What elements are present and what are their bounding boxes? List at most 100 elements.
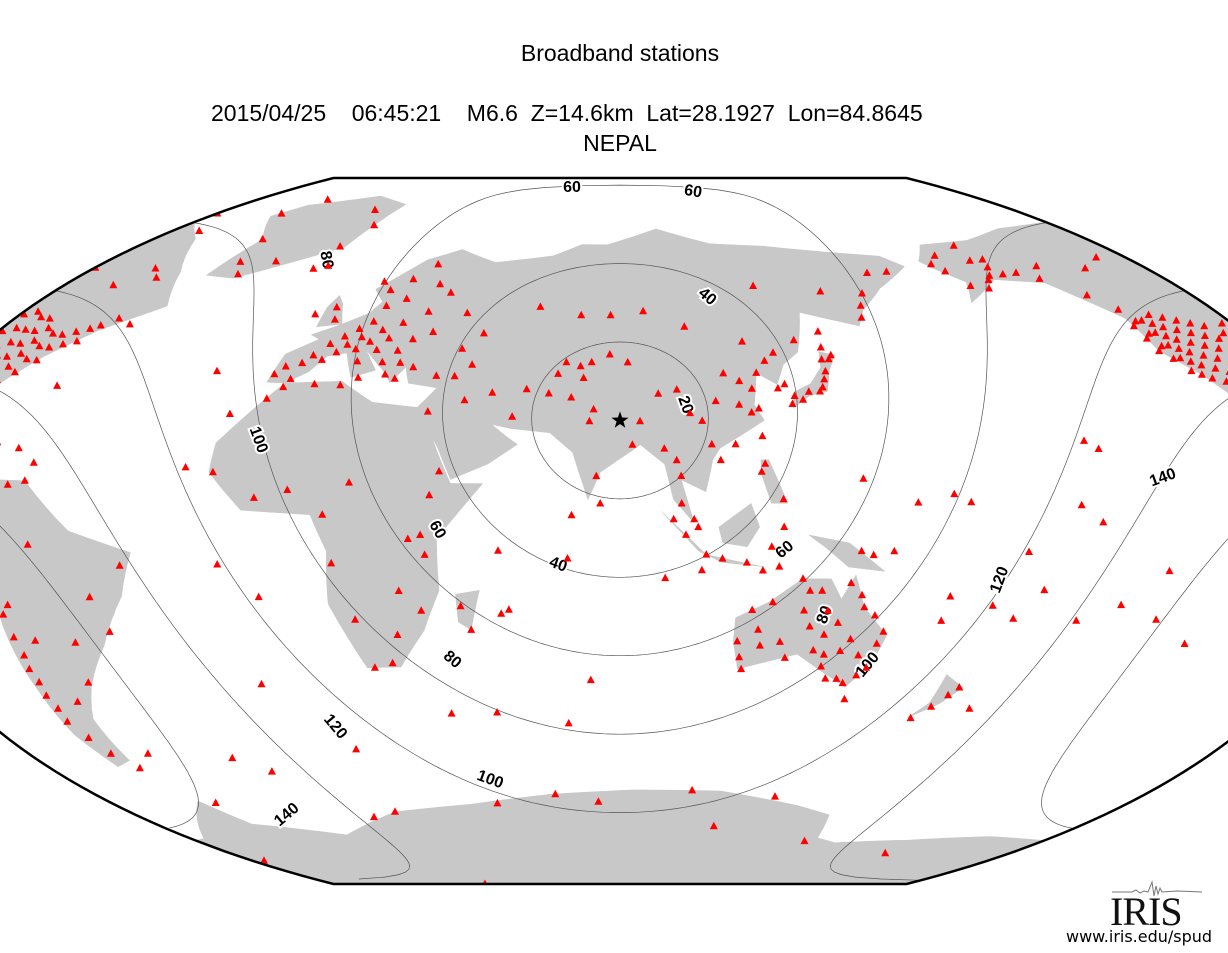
station-triangle-icon[interactable] <box>586 675 595 684</box>
station-triangle-icon[interactable] <box>211 798 220 807</box>
station-triangle-icon[interactable] <box>760 356 769 364</box>
station-triangle-icon[interactable] <box>1025 547 1033 556</box>
station-triangle-icon[interactable] <box>143 749 152 757</box>
station-triangle-icon[interactable] <box>1129 321 1138 330</box>
station-triangle-icon[interactable] <box>1114 305 1123 313</box>
station-triangle-icon[interactable] <box>769 348 777 356</box>
station-triangle-icon[interactable] <box>605 350 614 358</box>
station-triangle-icon[interactable] <box>577 310 586 319</box>
station-triangle-icon[interactable] <box>790 391 799 400</box>
station-triangle-icon[interactable] <box>809 645 818 654</box>
station-triangle-icon[interactable] <box>420 550 429 558</box>
station-triangle-icon[interactable] <box>927 259 935 268</box>
station-triangle-icon[interactable] <box>946 592 955 600</box>
station-triangle-icon[interactable] <box>1213 354 1222 362</box>
station-triangle-icon[interactable] <box>1185 347 1194 356</box>
star-icon[interactable] <box>611 411 629 428</box>
station-triangle-icon[interactable] <box>54 704 62 712</box>
station-triangle-icon[interactable] <box>639 306 648 315</box>
station-triangle-icon[interactable] <box>587 357 596 366</box>
station-triangle-icon[interactable] <box>32 355 41 364</box>
station-triangle-icon[interactable] <box>719 368 728 377</box>
station-triangle-icon[interactable] <box>749 281 758 290</box>
station-triangle-icon[interactable] <box>966 281 975 290</box>
station-triangle-icon[interactable] <box>836 646 845 655</box>
station-triangle-icon[interactable] <box>824 354 833 363</box>
station-triangle-icon[interactable] <box>479 328 488 337</box>
station-triangle-icon[interactable] <box>817 355 826 363</box>
station-triangle-icon[interactable] <box>636 416 644 425</box>
station-triangle-icon[interactable] <box>228 753 237 762</box>
station-triangle-icon[interactable] <box>409 362 418 371</box>
station-triangle-icon[interactable] <box>697 565 706 574</box>
station-triangle-icon[interactable] <box>944 690 953 699</box>
station-triangle-icon[interactable] <box>42 691 51 699</box>
station-triangle-icon[interactable] <box>370 663 379 671</box>
station-triangle-icon[interactable] <box>950 489 959 498</box>
station-triangle-icon[interactable] <box>20 476 29 484</box>
station-triangle-icon[interactable] <box>775 562 784 570</box>
station-triangle-icon[interactable] <box>780 653 789 661</box>
station-triangle-icon[interactable] <box>73 697 82 705</box>
station-triangle-icon[interactable] <box>29 458 38 466</box>
station-triangle-icon[interactable] <box>343 340 352 348</box>
station-triangle-icon[interactable] <box>731 439 740 448</box>
station-triangle-icon[interactable] <box>833 618 842 626</box>
station-triangle-icon[interactable] <box>236 257 245 265</box>
station-triangle-icon[interactable] <box>388 658 397 667</box>
station-triangle-icon[interactable] <box>702 550 711 558</box>
station-triangle-icon[interactable] <box>508 412 517 420</box>
station-triangle-icon[interactable] <box>804 387 813 395</box>
station-triangle-icon[interactable] <box>37 312 46 321</box>
station-triangle-icon[interactable] <box>3 480 12 488</box>
station-triangle-icon[interactable] <box>115 314 124 322</box>
station-triangle-icon[interactable] <box>592 471 601 480</box>
station-triangle-icon[interactable] <box>283 485 292 494</box>
station-triangle-icon[interactable] <box>260 856 268 864</box>
station-triangle-icon[interactable] <box>847 578 856 587</box>
station-triangle-icon[interactable] <box>323 195 332 203</box>
station-triangle-icon[interactable] <box>35 677 44 686</box>
station-triangle-icon[interactable] <box>72 327 81 335</box>
station-triangle-icon[interactable] <box>758 431 767 440</box>
station-triangle-icon[interactable] <box>562 357 571 366</box>
station-triangle-icon[interactable] <box>1077 500 1086 509</box>
station-triangle-icon[interactable] <box>17 349 25 357</box>
station-triangle-icon[interactable] <box>780 379 789 388</box>
station-triangle-icon[interactable] <box>738 337 746 345</box>
station-triangle-icon[interactable] <box>672 385 681 393</box>
station-triangle-icon[interactable] <box>800 606 808 614</box>
station-triangle-icon[interactable] <box>2 352 11 360</box>
station-triangle-icon[interactable] <box>862 663 871 671</box>
station-triangle-icon[interactable] <box>257 679 266 688</box>
station-triangle-icon[interactable] <box>1099 517 1108 526</box>
station-triangle-icon[interactable] <box>816 287 825 295</box>
station-triangle-icon[interactable] <box>984 275 993 284</box>
station-triangle-icon[interactable] <box>711 396 720 405</box>
station-triangle-icon[interactable] <box>1080 436 1088 444</box>
station-triangle-icon[interactable] <box>1208 374 1217 382</box>
station-triangle-icon[interactable] <box>450 371 459 380</box>
station-triangle-icon[interactable] <box>860 602 869 611</box>
station-triangle-icon[interactable] <box>879 627 888 635</box>
station-triangle-icon[interactable] <box>858 590 866 599</box>
station-triangle-icon[interactable] <box>85 592 94 601</box>
station-triangle-icon[interactable] <box>10 367 19 376</box>
station-triangle-icon[interactable] <box>1172 335 1181 343</box>
station-triangle-icon[interactable] <box>332 347 341 356</box>
station-triangle-icon[interactable] <box>1155 346 1164 355</box>
station-triangle-icon[interactable] <box>1187 366 1196 375</box>
station-triangle-icon[interactable] <box>20 309 29 318</box>
station-triangle-icon[interactable] <box>906 713 915 722</box>
station-triangle-icon[interactable] <box>661 573 670 582</box>
station-triangle-icon[interactable] <box>690 514 699 523</box>
station-triangle-icon[interactable] <box>677 499 686 507</box>
station-triangle-icon[interactable] <box>378 357 387 366</box>
station-triangle-icon[interactable] <box>30 336 39 344</box>
station-triangle-icon[interactable] <box>446 288 455 296</box>
station-triangle-icon[interactable] <box>340 332 349 340</box>
station-triangle-icon[interactable] <box>345 478 353 486</box>
station-triangle-icon[interactable] <box>399 318 408 326</box>
station-triangle-icon[interactable] <box>694 522 703 531</box>
station-triangle-icon[interactable] <box>336 380 345 389</box>
